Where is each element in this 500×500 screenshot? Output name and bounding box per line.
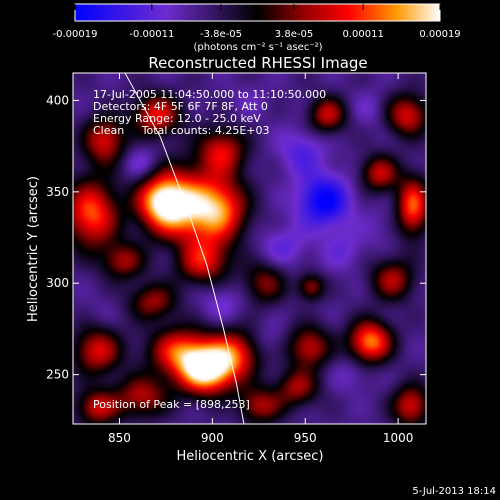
annotation-detectors: Detectors: 4F 5F 6F 7F 8F, Att 0 <box>93 100 268 113</box>
y-axis-ticks: 250 300 350 400 <box>46 93 426 382</box>
y-axis-label: Heliocentric Y (arcsec) <box>26 176 41 322</box>
x-tick-label: 900 <box>201 431 224 445</box>
colorbar-tick-label: -0.00011 <box>129 29 174 40</box>
colorbar-ticks: -0.00019 -0.00011 -3.8e-05 3.8e-05 0.00011 0.… <box>53 4 461 40</box>
plot-area <box>73 73 426 424</box>
colorbar-tick-label: 0.00011 <box>342 29 383 40</box>
colorbar-units: (photons cm⁻² s⁻¹ asec⁻²) <box>193 42 322 53</box>
colorbar-tick-label: -3.8e-05 <box>200 29 242 40</box>
x-axis-label: Heliocentric X (arcsec) <box>177 449 324 464</box>
chart-title: Reconstructed RHESSI Image <box>148 54 367 72</box>
x-tick-label: 950 <box>294 431 317 445</box>
colorbar-tick-label: 3.8e-05 <box>275 29 313 40</box>
peak-position-label: Position of Peak = [898,253] <box>93 398 250 411</box>
annotation-time-range: 17-Jul-2005 11:04:50.000 to 11:10:50.000 <box>93 88 326 101</box>
colorbar-tick-label: -0.00019 <box>53 29 98 40</box>
x-tick-label: 1000 <box>383 431 414 445</box>
heatmap-image <box>73 73 426 424</box>
y-tick-label: 400 <box>46 93 69 107</box>
colorbar <box>74 3 441 22</box>
y-tick-label: 350 <box>46 185 69 199</box>
x-axis-ticks: 850 900 950 1000 <box>108 73 413 445</box>
y-tick-label: 300 <box>46 276 69 290</box>
plot-frame <box>72 72 427 425</box>
annotation-energy-range: Energy Range: 12.0 - 25.0 keV <box>93 112 261 125</box>
timestamp: 5-Jul-2013 18:14 <box>412 486 496 497</box>
colorbar-tick-label: 0.00019 <box>419 29 460 40</box>
solar-limb-line <box>124 73 245 424</box>
annotation-clean-counts: Clean Total counts: 4.25E+03 <box>93 124 270 137</box>
x-tick-label: 850 <box>108 431 131 445</box>
y-tick-label: 250 <box>46 368 69 382</box>
